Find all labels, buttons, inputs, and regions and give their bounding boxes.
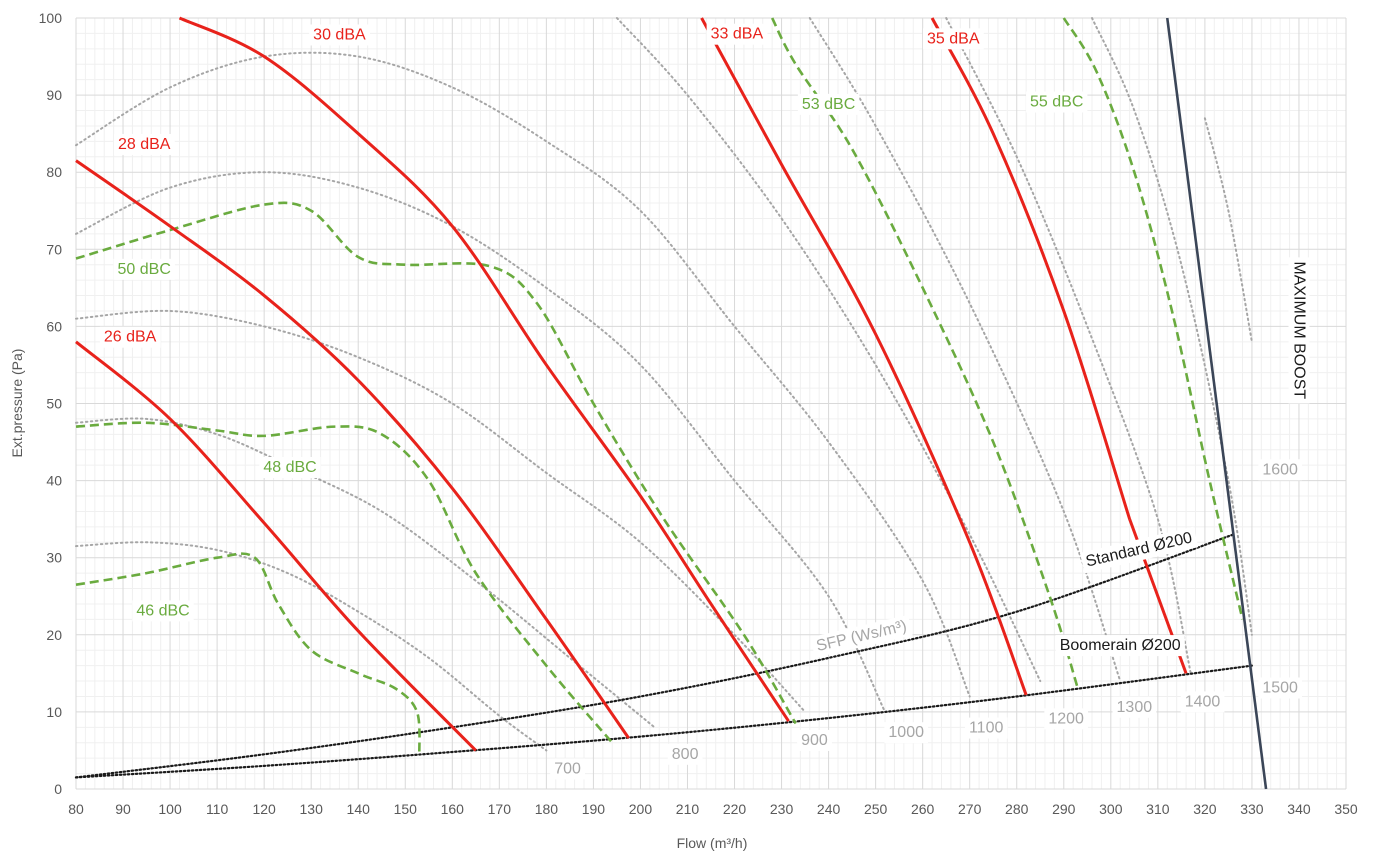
annotation-text: 48 dBC — [263, 459, 316, 476]
annotation-boomerain-200: Boomerain Ø200 — [1056, 635, 1185, 656]
annotation-text: 1400 — [1185, 693, 1221, 710]
dba-curve-33-dba — [702, 18, 1027, 695]
x-tick-label: 180 — [535, 801, 559, 817]
x-tick-label: 220 — [723, 801, 747, 817]
x-tick-label: 250 — [864, 801, 888, 817]
annotation-1500: 1500 — [1258, 677, 1302, 698]
annotation-text: Boomerain Ø200 — [1060, 637, 1181, 654]
y-tick-label: 80 — [46, 164, 62, 180]
annotation-text: 900 — [801, 732, 828, 749]
annotation-900: 900 — [797, 730, 832, 751]
x-tick-label: 170 — [488, 801, 512, 817]
x-tick-label: 260 — [911, 801, 935, 817]
x-tick-label: 290 — [1052, 801, 1076, 817]
y-tick-label: 60 — [46, 318, 62, 334]
x-tick-label: 270 — [958, 801, 982, 817]
x-tick-label: 110 — [206, 801, 229, 817]
annotation-text: 30 dBA — [313, 26, 366, 43]
annotation-28-dba: 28 dBA — [114, 134, 175, 155]
annotation-text: 1000 — [888, 724, 924, 741]
annotation-text: 55 dBC — [1030, 94, 1083, 111]
x-tick-label: 280 — [1005, 801, 1029, 817]
annotation-text: MAXIMUM BOOST — [1290, 261, 1307, 399]
annotation-1100: 1100 — [965, 718, 1008, 739]
x-tick-label: 350 — [1334, 801, 1358, 817]
tick-labels: 80 90 100 110 120 130 140 150 160 170 180 190 200 210… — [39, 10, 1358, 817]
annotation-text: 46 dBC — [136, 602, 189, 619]
y-tick-label: 90 — [46, 87, 62, 103]
annotation-700: 700 — [550, 758, 585, 779]
annotation-text: 1300 — [1117, 699, 1153, 716]
annotation-text: 1500 — [1262, 679, 1298, 696]
annotation-text: 28 dBA — [118, 136, 171, 153]
annotation-1400: 1400 — [1181, 691, 1225, 712]
x-tick-label: 160 — [441, 801, 465, 817]
y-tick-label: 40 — [46, 473, 62, 489]
annotation-1600: 1600 — [1258, 459, 1302, 480]
annotation-48-dbc: 48 dBC — [259, 457, 320, 478]
annotation-text: 26 dBA — [104, 329, 157, 346]
annotation-800: 800 — [668, 744, 703, 765]
dbc-curve-48-dbc — [76, 423, 612, 743]
y-tick-label: 10 — [46, 704, 62, 720]
x-tick-label: 200 — [629, 801, 653, 817]
annotation-text: 35 dBA — [927, 30, 980, 47]
x-tick-label: 320 — [1193, 801, 1217, 817]
annotation-1000: 1000 — [884, 722, 928, 743]
x-tick-label: 150 — [394, 801, 418, 817]
major-gridlines — [76, 18, 1346, 789]
annotation-26-dba: 26 dBA — [100, 327, 161, 348]
x-tick-label: 120 — [252, 801, 276, 817]
annotation-text: 800 — [672, 746, 699, 763]
annotation-53-dbc: 53 dBC — [798, 94, 859, 115]
y-tick-label: 30 — [46, 550, 62, 566]
annotation-maximum-boost: MAXIMUM BOOST — [1288, 257, 1309, 403]
annotation-text: 1200 — [1048, 710, 1084, 727]
y-tick-label: 0 — [54, 781, 62, 797]
annotation-1200: 1200 — [1044, 708, 1088, 729]
x-tick-label: 90 — [115, 801, 131, 817]
annotation-30-dba: 30 dBA — [309, 24, 370, 45]
x-tick-label: 140 — [347, 801, 371, 817]
x-axis-title: Flow (m³/h) — [677, 835, 748, 851]
annotation-text: 1100 — [969, 720, 1004, 737]
y-tick-label: 100 — [39, 10, 63, 26]
x-tick-label: 80 — [68, 801, 84, 817]
dbc-curve-55-dbc — [1064, 18, 1243, 619]
annotation-35-dba: 35 dBA — [923, 28, 984, 49]
x-tick-label: 100 — [158, 801, 182, 817]
annotation-50-dbc: 50 dBC — [114, 259, 175, 280]
x-tick-label: 230 — [770, 801, 794, 817]
y-tick-label: 50 — [46, 396, 62, 412]
annotation-1300: 1300 — [1113, 697, 1157, 718]
y-axis-title: Ext.pressure (Pa) — [9, 349, 25, 458]
annotation-46-dbc: 46 dBC — [132, 600, 193, 621]
y-tick-label: 70 — [46, 241, 62, 257]
x-tick-label: 210 — [676, 801, 700, 817]
annotation-text: 33 dBA — [711, 26, 764, 43]
annotation-text: 1600 — [1262, 461, 1298, 478]
rpm-curve-1100 — [76, 53, 970, 697]
annotation-text: 50 dBC — [118, 261, 171, 278]
x-tick-label: 190 — [582, 801, 606, 817]
annotation-33-dba: 33 dBA — [707, 24, 768, 45]
annotation-text: 53 dBC — [802, 96, 855, 113]
y-tick-label: 20 — [46, 627, 62, 643]
annotation-text: 700 — [554, 760, 581, 777]
annotation-55-dbc: 55 dBC — [1026, 92, 1087, 113]
x-tick-label: 310 — [1146, 801, 1170, 817]
x-tick-label: 340 — [1287, 801, 1311, 817]
x-tick-label: 130 — [300, 801, 324, 817]
rpm-curve-1600 — [1205, 118, 1252, 342]
x-tick-label: 240 — [817, 801, 841, 817]
x-tick-label: 330 — [1240, 801, 1264, 817]
x-tick-label: 300 — [1099, 801, 1123, 817]
